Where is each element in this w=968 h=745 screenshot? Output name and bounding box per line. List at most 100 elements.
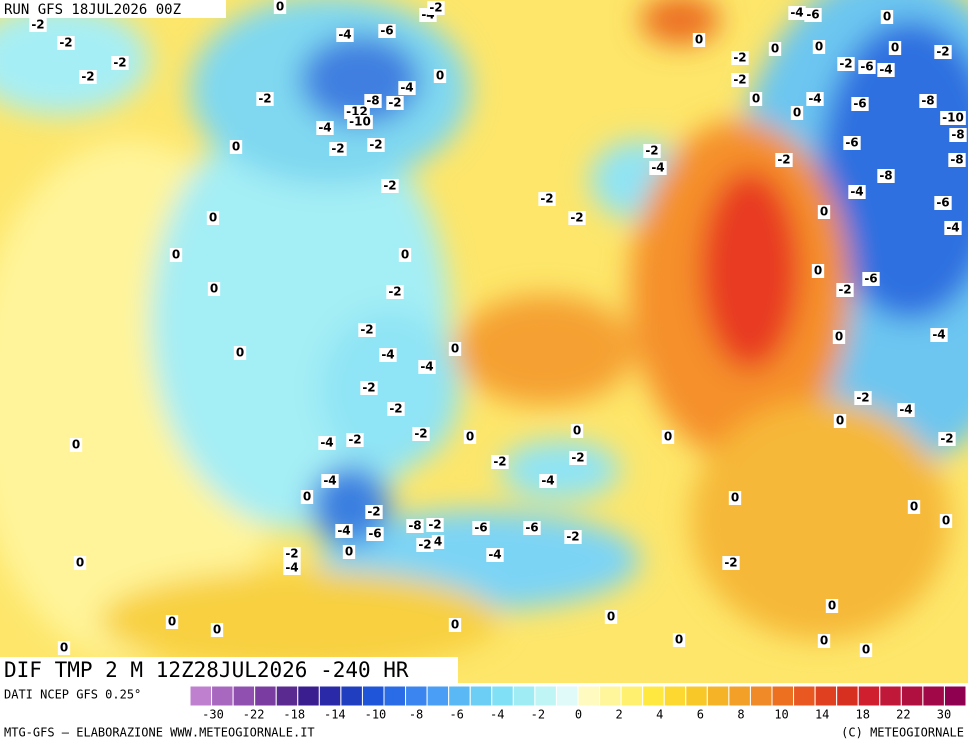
- contour-label-box: [427, 1, 445, 15]
- contour-label: 0: [398, 248, 412, 262]
- contour-label-text: -6: [853, 97, 866, 111]
- contour-label: 0: [832, 330, 846, 344]
- contour-label: 0: [207, 282, 221, 296]
- contour-label-text: 0: [213, 623, 221, 637]
- contour-label: -6: [851, 97, 869, 111]
- contour-label-box: [938, 432, 956, 446]
- colorbar-swatch: [254, 685, 277, 707]
- contour-label-box: [848, 185, 866, 199]
- contour-label: -4: [539, 474, 557, 488]
- contour-label-text: 0: [836, 414, 844, 428]
- contour-label-text: 0: [172, 248, 180, 262]
- contour-label: -2: [57, 36, 75, 50]
- colorbar-swatch: [232, 685, 256, 707]
- contour-label-box: [358, 323, 376, 337]
- colorbar-swatch: [555, 685, 579, 707]
- contour-label-text: -2: [348, 433, 361, 447]
- contour-label-text: -2: [645, 144, 658, 158]
- contour-label-text: -2: [856, 391, 869, 405]
- contour-label-box: [832, 330, 846, 344]
- contour-label-box: [859, 643, 873, 657]
- contour-label-box: [69, 438, 83, 452]
- contour-label: -2: [29, 18, 47, 32]
- contour-label-text: 0: [731, 491, 739, 505]
- contour-label-box: [817, 205, 831, 219]
- contour-label-box: [944, 221, 962, 235]
- contour-label-box: [472, 521, 490, 535]
- contour-label-box: [897, 403, 915, 417]
- contour-label-text: -4: [932, 328, 945, 342]
- contour-label: -4: [649, 161, 667, 175]
- contour-label-text: 0: [820, 634, 828, 648]
- contour-label-text: -2: [81, 70, 94, 84]
- colorbar-label: 0: [575, 708, 582, 722]
- contour-label-text: -2: [331, 142, 344, 156]
- contour-label-box: [877, 63, 895, 77]
- contour-label-box: [366, 527, 384, 541]
- contour-label: -2: [387, 402, 405, 416]
- contour-label-text: -2: [838, 283, 851, 297]
- contour-label: -4: [877, 63, 895, 77]
- contour-label: 0: [229, 140, 243, 154]
- contour-label-box: [364, 94, 382, 108]
- title-box: [0, 657, 458, 683]
- contour-label-box: [29, 18, 47, 32]
- contour-label-box: [692, 33, 706, 47]
- contour-label-box: [672, 633, 686, 647]
- contour-label-box: [811, 264, 825, 278]
- contour-label: 0: [233, 346, 247, 360]
- contour-label-text: 0: [276, 0, 284, 14]
- colorbar-label: -6: [449, 708, 463, 722]
- colorbar-label: 30: [937, 708, 951, 722]
- contour-label: -2: [568, 211, 586, 225]
- contour-label-box: [73, 556, 87, 570]
- contour-label: -2: [256, 92, 274, 106]
- contour-label-box: [342, 545, 356, 559]
- contour-label-text: 0: [573, 424, 581, 438]
- contour-label: -6: [472, 521, 490, 535]
- colorbar-swatch: [771, 685, 795, 707]
- contour-label-box: [256, 92, 274, 106]
- contour-label-text: 0: [209, 211, 217, 225]
- contour-label: -2: [346, 433, 364, 447]
- contour-label-box: [386, 285, 404, 299]
- contour-label-box: [273, 0, 287, 14]
- contour-label: -4: [336, 28, 354, 42]
- contour-label-box: [930, 328, 948, 342]
- contour-label-box: [604, 610, 618, 624]
- contour-label: 0: [817, 634, 831, 648]
- contour-label-text: 0: [862, 643, 870, 657]
- contour-label-box: [843, 136, 861, 150]
- contour-label-box: [539, 474, 557, 488]
- contour-label: -2: [381, 179, 399, 193]
- contour-label-box: [398, 81, 416, 95]
- contour-label-box: [387, 402, 405, 416]
- contour-label-box: [804, 8, 822, 22]
- contour-label: 0: [169, 248, 183, 262]
- colorbar-swatch: [922, 685, 945, 707]
- contour-label: -6: [523, 521, 541, 535]
- contour-label: -4: [848, 185, 866, 199]
- colorbar-swatch: [663, 685, 687, 707]
- contour-label-box: [817, 634, 831, 648]
- contour-label-text: 0: [466, 430, 474, 444]
- contour-label-box: [229, 140, 243, 154]
- run-box: [0, 0, 226, 18]
- colorbar-label: -22: [243, 708, 265, 722]
- contour-label-text: -4: [318, 121, 331, 135]
- contour-label-box: [569, 451, 587, 465]
- contour-label-text: 0: [451, 618, 459, 632]
- map-title: DIF TMP 2 M 12Z28JUL2026 -240 HR: [4, 658, 409, 682]
- contour-label-text: -8: [950, 153, 963, 167]
- contour-label: 0: [728, 491, 742, 505]
- contour-label-text: -8: [408, 519, 421, 533]
- contour-label: -2: [564, 530, 582, 544]
- contour-label: -2: [386, 96, 404, 110]
- contour-label: -2: [386, 285, 404, 299]
- contour-label: -4: [335, 524, 353, 538]
- contour-label: 0: [433, 69, 447, 83]
- contour-label-text: -2: [940, 432, 953, 446]
- contour-label-box: [862, 272, 880, 286]
- contour-label-box: [858, 60, 876, 74]
